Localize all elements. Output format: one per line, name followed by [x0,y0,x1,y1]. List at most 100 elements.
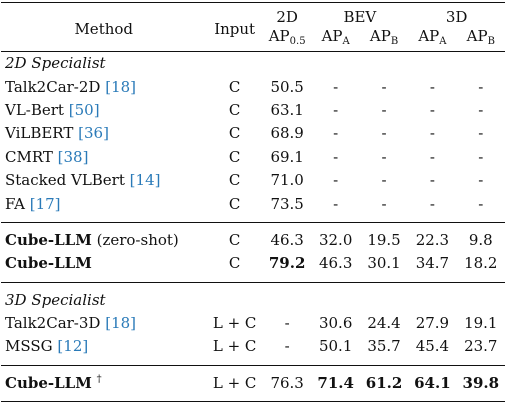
d3-b-cell: - [478,100,484,119]
header-row-1: Method Input 2D BEV 3D [1,2,505,36]
bev-a-cell: - [333,100,339,119]
table-row: Cube-LLM (zero-shot) C 46.3 32.0 19.5 22… [1,222,505,252]
d3-b-cell: 23.7 [464,337,498,356]
header-bev: BEV [343,7,377,26]
header-bev-ap-b: APB [369,27,399,47]
ap2d-cell: 69.1 [270,147,304,166]
ap2d-cell: 46.3 [270,230,304,249]
d3-b-cell: 19.1 [464,314,498,333]
ap2d-cell: - [284,337,290,356]
bev-a-cell: 71.4 [317,373,354,392]
bev-b-cell: - [381,194,387,213]
table-row: Talk2Car-2D [18] C 50.5 - - - - [1,75,505,98]
section-2d-specialist: 2D Specialist [5,54,106,73]
d3-b-cell: 18.2 [464,254,498,273]
table-row: VL-Bert [50] C 63.1 - - - - [1,99,505,122]
table-row: ViLBERT [36] C 68.9 - - - - [1,122,505,145]
input-cell: L + C [212,373,257,392]
bev-b-cell: 24.4 [367,314,401,333]
section-2d-specialist-row: 2D Specialist [1,52,505,76]
method-cell: MSSG [12] [5,337,89,356]
table-row: Cube-LLM † L + C 76.3 71.4 61.2 64.1 39.… [1,365,505,402]
bev-b-cell: 30.1 [367,254,401,273]
table-row: FA [17] C 73.5 - - - - [1,192,505,222]
input-cell: C [228,254,241,273]
ap2d-cell: 50.5 [270,77,304,96]
bev-b-cell: - [381,171,387,190]
header-bev-ap-a: APA [321,27,350,47]
d3-b-cell: - [478,147,484,166]
bev-b-cell: - [381,77,387,96]
table-row: Cube-LLM C 79.2 46.3 30.1 34.7 18.2 [1,252,505,282]
d3-a-cell: 27.9 [415,314,450,333]
method-cell: FA [17] [5,194,61,213]
d3-a-cell: - [429,100,435,119]
d3-a-cell: - [429,77,435,96]
method-cell: Cube-LLM [5,254,92,273]
input-cell: C [228,147,241,166]
bev-a-cell: - [333,171,339,190]
citation-link[interactable]: [50] [68,100,100,119]
citation-link[interactable]: [18] [105,314,137,333]
ap2d-cell: 73.5 [270,194,304,213]
citation-link[interactable]: [14] [129,171,161,190]
citation-link[interactable]: [36] [78,124,109,143]
bev-a-cell: 30.6 [318,314,353,333]
input-cell: L + C [212,337,257,356]
d3-a-cell: - [429,171,435,190]
ap2d-cell: 79.2 [268,254,306,273]
input-cell: C [228,124,241,143]
input-cell: C [228,171,241,190]
d3-a-cell: - [429,147,435,166]
bev-a-cell: - [333,147,339,166]
method-cell: ViLBERT [36] [5,124,109,143]
table-row: CMRT [38] C 69.1 - - - - [1,146,505,169]
header-2d: 2D [276,7,298,26]
bev-a-cell: 50.1 [318,337,353,356]
d3-b-cell: - [478,77,484,96]
method-cell: Stacked VLBert [14] [5,171,161,190]
citation-link[interactable]: [18] [105,77,137,96]
ap2d-cell: 71.0 [270,171,304,190]
bev-a-cell: - [333,194,339,213]
d3-a-cell: 64.1 [414,373,451,392]
table-row: Talk2Car-3D [18] L + C - 30.6 24.4 27.9 … [1,312,505,335]
bev-b-cell: 19.5 [367,230,401,249]
header-3d-ap-b: APB [466,27,495,47]
citation-link[interactable]: [17] [29,194,61,213]
method-cell: Cube-LLM † [5,374,102,393]
ap2d-cell: 76.3 [270,373,304,392]
d3-a-cell: - [429,194,435,213]
table-row: MSSG [12] L + C - 50.1 35.7 45.4 23.7 [1,335,505,365]
header-3d-ap-a: APA [418,27,447,47]
method-cell: VL-Bert [50] [5,100,100,119]
input-cell: C [228,194,241,213]
bev-a-cell: 32.0 [318,230,353,249]
header-input: Input [214,19,256,38]
d3-a-cell: 45.4 [415,337,450,356]
ap2d-cell: 63.1 [270,100,304,119]
bev-b-cell: - [381,124,387,143]
d3-b-cell: - [478,124,484,143]
method-cell: Talk2Car-2D [18] [5,77,137,96]
citation-link[interactable]: [12] [57,337,89,356]
d3-b-cell: 39.8 [462,373,500,392]
input-cell: C [228,230,241,249]
section-3d-specialist: 3D Specialist [5,290,106,309]
bev-a-cell: 46.3 [318,254,353,273]
method-cell: Cube-LLM (zero-shot) [5,230,179,249]
citation-link[interactable]: [38] [57,147,89,166]
bev-b-cell: 61.2 [365,373,403,392]
input-cell: L + C [212,314,257,333]
bev-b-cell: - [381,100,387,119]
d3-a-cell: 34.7 [415,254,450,273]
d3-a-cell: 22.3 [415,230,450,249]
section-3d-specialist-row: 3D Specialist [1,282,505,312]
bev-a-cell: - [333,77,339,96]
d3-a-cell: - [429,124,435,143]
header-method: Method [74,19,134,38]
ap2d-cell: 68.9 [270,124,304,143]
d3-b-cell: - [478,194,484,213]
d3-b-cell: 9.8 [468,230,493,249]
